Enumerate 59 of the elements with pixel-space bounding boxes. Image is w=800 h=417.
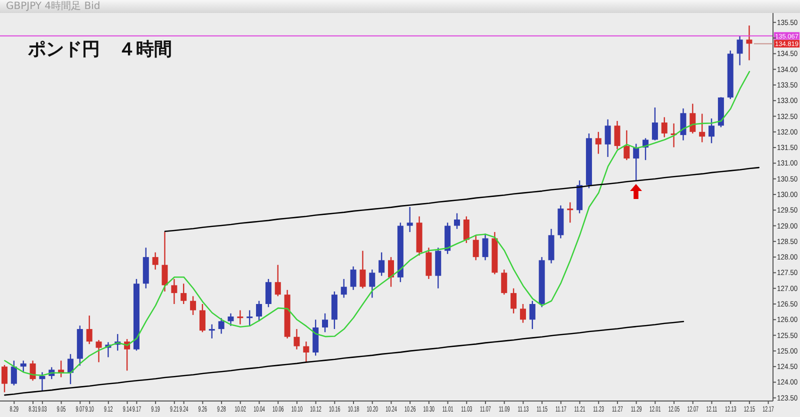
window-title-bar: GBPJPY 4時間足 Bid (0, 0, 800, 13)
candlestick (265, 278, 272, 308)
candlestick (96, 339, 102, 363)
candlestick (340, 278, 347, 298)
candlestick (228, 312, 234, 327)
candlestick (406, 206, 413, 233)
candlestick (614, 120, 620, 150)
candlestick (482, 232, 488, 261)
candlestick (256, 300, 262, 322)
candlestick (388, 256, 394, 288)
candlestick (463, 216, 470, 244)
candlestick (2, 364, 8, 393)
candlestick (86, 314, 92, 345)
candlestick (529, 300, 536, 330)
candlestick (510, 288, 517, 314)
candlestick (652, 106, 658, 141)
candlestick (454, 212, 460, 230)
candlestick (567, 202, 574, 224)
candlestick (624, 130, 630, 161)
candlestick (294, 328, 300, 350)
candlestick (10, 360, 17, 386)
candlestick (246, 310, 253, 327)
candlestick (501, 268, 508, 296)
candlestick (746, 24, 752, 61)
candlestick (162, 231, 168, 292)
candlestick (30, 360, 36, 382)
candlestick (520, 303, 526, 324)
candlestick (378, 252, 385, 276)
candlestick (350, 266, 356, 291)
candlestick (39, 372, 46, 392)
candlestick (369, 268, 376, 298)
candlestick (426, 247, 432, 280)
candlestick (360, 250, 366, 289)
candlestick (736, 34, 743, 66)
candlestick (708, 118, 715, 144)
candlestick (237, 310, 244, 325)
candlestick (680, 108, 686, 141)
candlestick (218, 317, 224, 334)
candlestick (274, 264, 281, 297)
candlestick (67, 353, 74, 385)
line-series (164, 166, 760, 232)
candlestick (152, 252, 158, 270)
candlestick (303, 340, 310, 362)
candlestick (199, 303, 206, 333)
candlestick (171, 278, 178, 305)
candlestick (690, 103, 696, 134)
candlestick (633, 143, 640, 182)
candlestick (180, 283, 187, 305)
candlestick (208, 324, 215, 340)
candlestick (699, 113, 706, 143)
candlestick (20, 360, 26, 373)
candlestick (595, 131, 602, 154)
candlestick (190, 296, 196, 316)
line-series (4, 320, 684, 396)
candlestick (322, 312, 328, 333)
candlestick (472, 234, 479, 261)
text: ポンド円 ４時間 (28, 38, 172, 61)
candlestick (604, 118, 611, 158)
candlestick (661, 116, 668, 138)
